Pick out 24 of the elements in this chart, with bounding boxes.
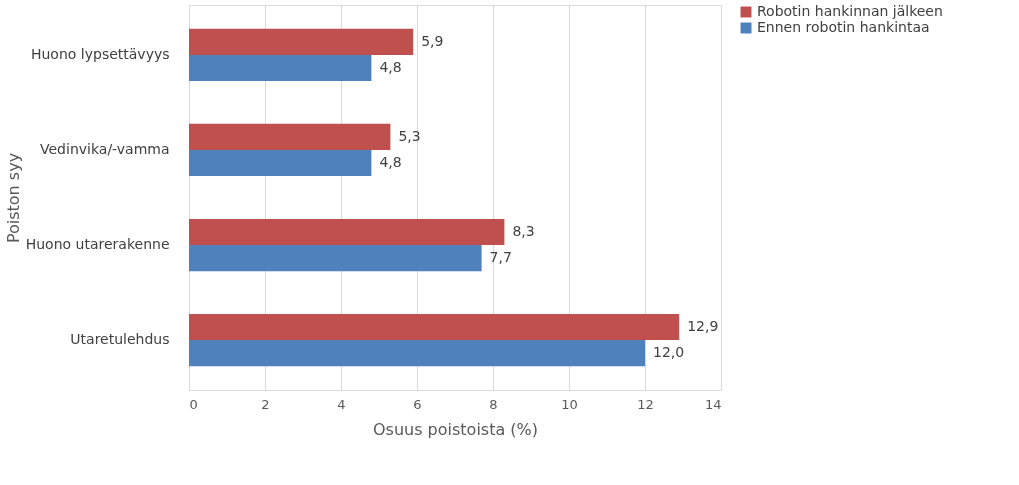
data-label: 5,3 bbox=[398, 127, 421, 144]
x-tick-label: 8 bbox=[489, 396, 498, 412]
data-label: 7,7 bbox=[489, 249, 512, 266]
x-tick-label: 12 bbox=[637, 396, 654, 412]
x-tick-label: 14 bbox=[704, 396, 722, 412]
x-tick-label: 6 bbox=[413, 396, 422, 412]
legend-label: Robotin hankinnan jälkeen bbox=[757, 3, 943, 19]
data-label: 5,9 bbox=[421, 32, 444, 49]
y-tick-label: Huono lypsettävyys bbox=[30, 45, 170, 62]
data-label: 8,3 bbox=[512, 222, 535, 239]
x-tick-label: 4 bbox=[337, 396, 346, 412]
data-label: 4,8 bbox=[379, 154, 402, 171]
y-tick-label: Huono utarerakenne bbox=[25, 236, 170, 253]
x-axis-title: Osuus poistoista (%) bbox=[372, 419, 539, 439]
legend-label: Ennen robotin hankintaa bbox=[757, 19, 930, 35]
data-label: 12,0 bbox=[653, 344, 685, 361]
x-tick-label: 0 bbox=[189, 396, 198, 412]
data-label: 4,8 bbox=[379, 58, 402, 75]
y-tick-label: Vedinvika/-vamma bbox=[40, 140, 170, 157]
y-tick-label: Utaretulehdus bbox=[70, 331, 170, 348]
data-label: 12,9 bbox=[687, 318, 719, 335]
x-tick-label: 10 bbox=[561, 396, 578, 412]
y-axis-title: Poiston syy bbox=[3, 152, 23, 244]
x-tick-label: 2 bbox=[261, 396, 270, 412]
